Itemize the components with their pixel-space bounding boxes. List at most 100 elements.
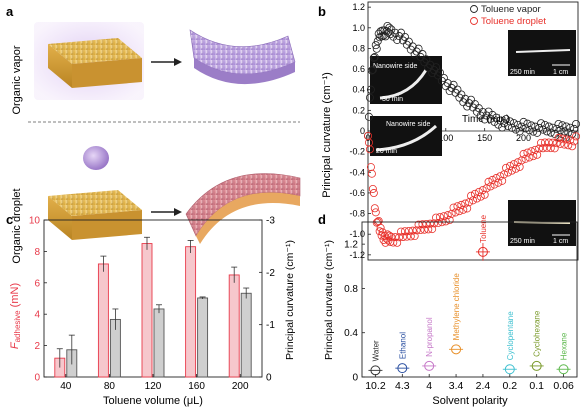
d-ylabel: Principal curvature (cm⁻¹)	[323, 240, 335, 360]
b-point	[443, 79, 452, 88]
b-ytick-label: -1.0	[349, 229, 365, 239]
d-point	[477, 246, 488, 257]
b-point	[414, 44, 423, 53]
b-point	[381, 32, 390, 41]
b-point	[391, 233, 400, 242]
inset-label: Nanowire side	[373, 63, 417, 70]
b-xlabel: Time (min)	[462, 114, 509, 125]
d-point-label: Ethanol	[398, 332, 407, 359]
b-point	[560, 127, 569, 136]
b-point	[556, 139, 565, 148]
d-xtick-label: 0.1	[529, 380, 544, 392]
b-inset-bottom-right: 250 min 1 cm	[508, 200, 576, 246]
b-point	[428, 225, 437, 234]
d-point	[424, 360, 435, 371]
legend-label-droplet: Toluene droplet	[481, 16, 546, 27]
b-ylabel: Principal curvature (cm⁻¹)	[321, 72, 333, 198]
d-xtick-label: 0.06	[553, 380, 574, 392]
c-ytick-label-left: 10	[29, 216, 41, 227]
b-point	[420, 225, 429, 234]
b-point	[461, 199, 470, 208]
b-point	[404, 226, 413, 235]
inset-scale: 1 cm	[553, 238, 568, 245]
b-point	[377, 231, 386, 240]
b-point	[410, 232, 419, 241]
b-point	[439, 73, 448, 82]
flat-slab-droplet	[48, 190, 142, 240]
d-xtick-label: 0.2	[503, 380, 518, 392]
b-point	[531, 145, 540, 154]
c-ytick-label-left: 0	[34, 373, 40, 384]
b-ytick-label: 0.6	[352, 64, 365, 74]
b-point	[513, 158, 522, 167]
c-xaxis: 40 80 120 160 200	[60, 374, 249, 392]
b-point	[527, 121, 536, 130]
legend-label-vapor: Toluene vapor	[481, 4, 541, 15]
c-bar-adhesive	[97, 263, 109, 378]
c-ytick-label-left: 4	[34, 310, 40, 321]
row-label-vapor: Organic vapor	[11, 45, 23, 114]
c-ytick-label-right: -2	[266, 268, 275, 279]
b-point	[363, 131, 372, 140]
b-point	[373, 37, 382, 46]
c-bar-adhesive	[228, 274, 240, 378]
b-point	[408, 226, 417, 235]
inset-time: 20 min	[376, 148, 397, 155]
b-point	[529, 152, 538, 161]
b-point	[480, 115, 489, 124]
b-point	[572, 119, 581, 128]
b-ytick-label: 1.2	[352, 2, 365, 12]
b-point	[395, 233, 404, 242]
b-point	[416, 52, 425, 61]
b-point	[542, 143, 551, 152]
b-point	[408, 42, 417, 51]
b-point	[383, 230, 392, 239]
d-point-label: Hexane	[560, 332, 569, 360]
d-xlabel: Solvent polarity	[432, 395, 508, 407]
c-bar-adhesive	[141, 243, 153, 378]
panel-letter-b: b	[318, 4, 326, 19]
b-point	[552, 139, 561, 148]
b-point	[554, 133, 563, 142]
b-point	[525, 153, 534, 162]
b-point	[564, 141, 573, 150]
b-ytick-label: -0.4	[349, 167, 365, 177]
b-point	[548, 123, 557, 132]
b-ytick-label: -0.6	[349, 188, 365, 198]
d-point	[397, 363, 408, 374]
b-point	[366, 85, 375, 94]
legend-marker-vapor	[470, 5, 478, 13]
d-xtick-label: 2.4	[476, 380, 491, 392]
d-plot-frame	[361, 221, 578, 378]
b-inset-top-left: Nanowire side 30 min	[370, 56, 442, 104]
d-point	[451, 344, 462, 355]
b-point	[527, 147, 536, 156]
b-point	[459, 205, 468, 214]
b-point	[426, 60, 435, 69]
b-point	[562, 122, 571, 131]
d-point	[504, 364, 515, 375]
b-point	[372, 44, 381, 53]
d-xtick-label: 3.4	[449, 380, 464, 392]
b-point	[544, 138, 553, 147]
b-point	[572, 132, 581, 141]
b-point	[412, 226, 421, 235]
b-point	[402, 232, 411, 241]
b-point	[389, 238, 398, 247]
b-ytick-label: 0.8	[352, 43, 365, 53]
b-point	[540, 138, 549, 147]
b-ytick-label: 0.2	[352, 105, 365, 115]
c-xtick-label: 200	[232, 381, 249, 392]
b-point	[544, 122, 553, 131]
b-point	[416, 226, 425, 235]
d-ytick-label: 0	[352, 373, 358, 384]
b-point	[367, 66, 376, 75]
b-point	[426, 219, 435, 228]
d-ytick-label: 0.8	[344, 284, 358, 295]
c-ytick-label-left: 8	[34, 247, 40, 258]
b-point	[422, 55, 431, 64]
b-point	[365, 145, 374, 154]
inset-time: 250 min	[510, 69, 535, 76]
b-point	[568, 129, 577, 138]
arrow-icon	[151, 208, 182, 216]
